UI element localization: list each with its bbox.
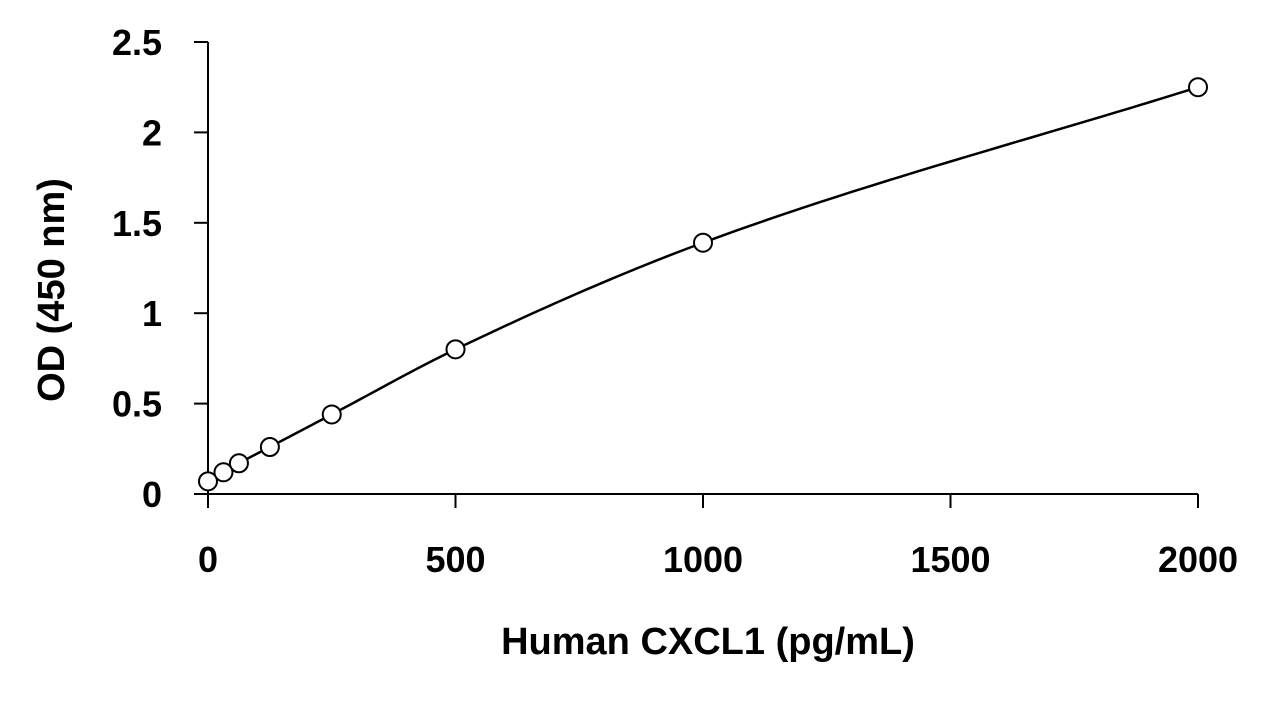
y-tick-label: 2	[142, 112, 162, 153]
y-tick-label: 1	[142, 293, 162, 334]
x-tick-label: 2000	[1158, 539, 1238, 580]
fit-curve	[207, 86, 1199, 483]
x-tick-label: 1500	[910, 539, 990, 580]
data-point	[693, 232, 713, 253]
axes	[207, 42, 1198, 495]
y-axis-title: OD (450 nm)	[31, 178, 73, 402]
y-tick-label: 2.5	[112, 22, 162, 63]
data-point	[445, 339, 466, 360]
x-tick-label: 0	[198, 539, 218, 580]
data-point	[259, 436, 280, 457]
fit-curve-layer	[207, 86, 1199, 483]
data-point	[1188, 77, 1208, 98]
y-tick-label: 0.5	[112, 384, 162, 425]
x-tick-label: 1000	[663, 539, 743, 580]
ticks: 0 0.5 1 1.5 2 2.5 0 500 1000 1500 2000	[112, 22, 1238, 580]
y-tick-label: 1.5	[112, 203, 162, 244]
x-tick-label: 500	[425, 539, 485, 580]
data-point	[213, 462, 234, 483]
x-axis-title: Human CXCL1 (pg/mL)	[501, 621, 915, 663]
data-points	[198, 77, 1208, 492]
y-tick-label: 0	[142, 474, 162, 515]
data-point	[321, 404, 342, 425]
data-point	[228, 453, 249, 474]
data-point	[198, 471, 218, 492]
